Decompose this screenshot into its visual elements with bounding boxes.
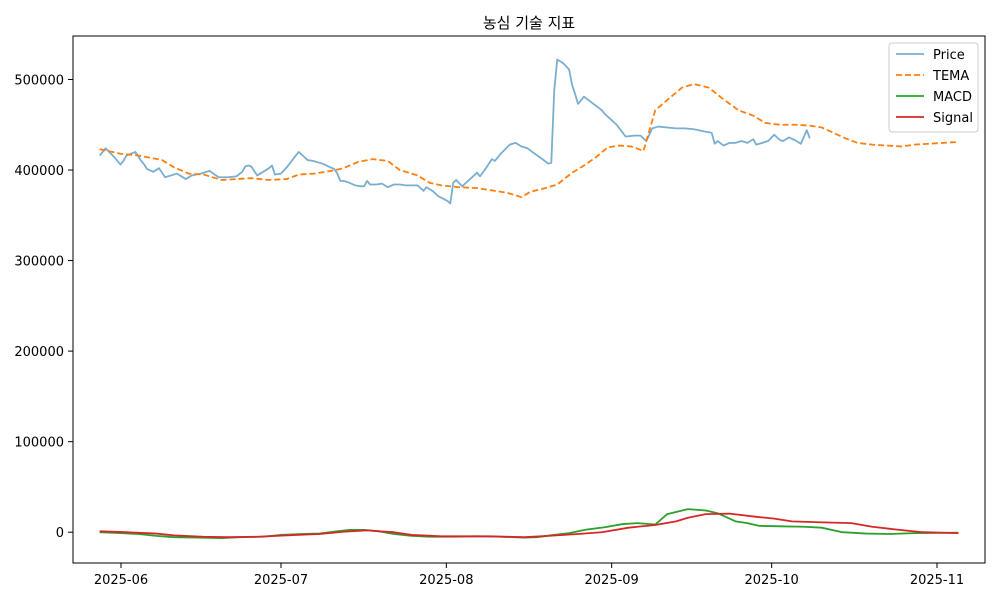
series-line-tema bbox=[99, 83, 959, 199]
series-layer bbox=[98, 58, 959, 539]
y-tick-label: 300000 bbox=[14, 255, 64, 270]
x-tick-label: 2025-06 bbox=[94, 573, 148, 588]
x-tick-label: 2025-08 bbox=[419, 573, 473, 588]
y-tick-label: 400000 bbox=[14, 164, 64, 179]
series-line-macd bbox=[99, 508, 959, 539]
y-tick-label: 200000 bbox=[14, 345, 64, 360]
series-line-signal bbox=[99, 512, 959, 539]
y-tick-label: 100000 bbox=[14, 436, 64, 451]
legend: Price TEMA MACD Signal bbox=[888, 42, 979, 133]
x-tick-label: 2025-10 bbox=[745, 573, 799, 588]
x-tick-label: 2025-11 bbox=[910, 573, 964, 588]
chart-title: 농심 기술 지표 bbox=[483, 14, 576, 32]
legend-label-signal: Signal bbox=[933, 111, 973, 126]
series-line-price bbox=[98, 58, 811, 205]
x-axis: 2025-06 2025-07 2025-08 2025-09 2025-10 2025-… bbox=[94, 563, 964, 588]
legend-label-macd: MACD bbox=[933, 90, 972, 105]
x-tick-label: 2025-07 bbox=[254, 573, 308, 588]
legend-label-price: Price bbox=[933, 48, 965, 63]
y-axis: 0 100000 200000 300000 400000 500000 bbox=[14, 73, 73, 541]
legend-label-tema: TEMA bbox=[932, 69, 969, 84]
y-tick-label: 500000 bbox=[14, 73, 64, 88]
plot-area bbox=[72, 35, 986, 564]
x-tick-label: 2025-09 bbox=[585, 573, 639, 588]
y-tick-label: 0 bbox=[56, 526, 64, 541]
legend-box bbox=[888, 42, 979, 133]
